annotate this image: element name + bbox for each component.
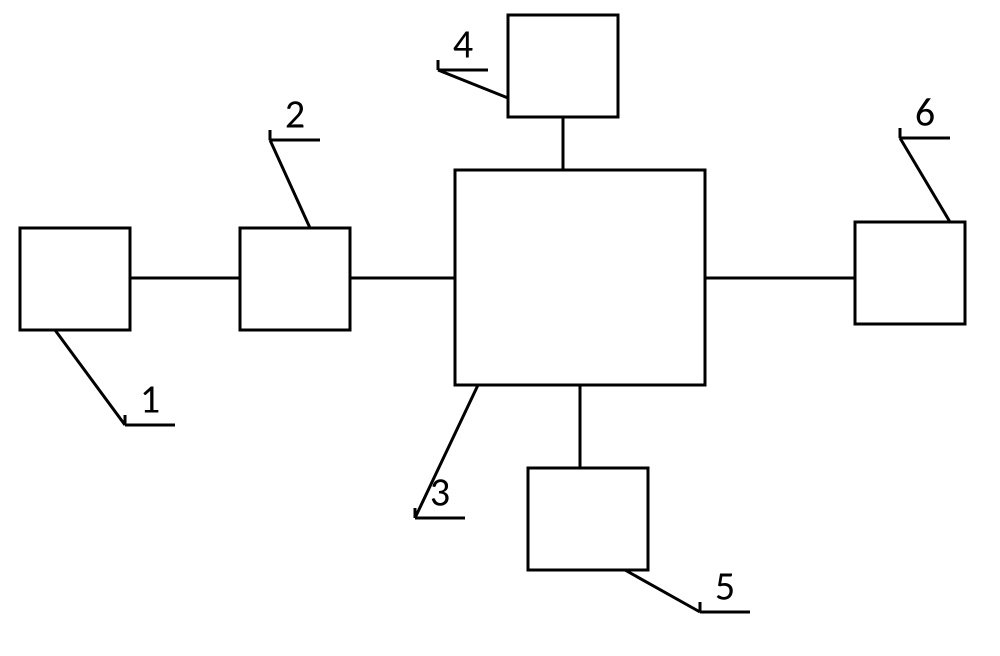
callout-c4-label: 4 (453, 20, 473, 69)
block-diagram: 1 2 3 4 5 6 (0, 0, 1000, 656)
callout-c5-label: 5 (715, 562, 735, 611)
callout-c2-label: 2 (285, 90, 305, 139)
callout-c6-label: 6 (915, 88, 935, 137)
callout-c1-label: 1 (140, 375, 160, 424)
canvas-background (0, 0, 1000, 656)
callout-c3-label: 3 (430, 468, 450, 517)
